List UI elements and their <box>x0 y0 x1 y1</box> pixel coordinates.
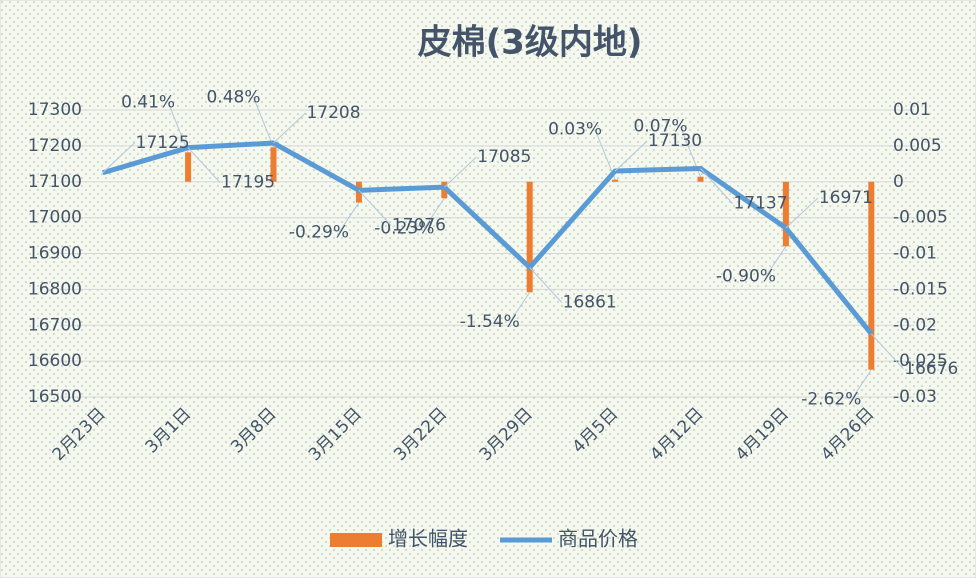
bar <box>526 181 533 293</box>
bar <box>612 179 619 182</box>
leader-line <box>850 369 872 401</box>
data-label: -0.90% <box>716 266 776 286</box>
data-label: 16861 <box>563 292 617 312</box>
bar <box>185 152 192 182</box>
y-tick-label: 16800 <box>28 279 82 299</box>
leader-line <box>187 147 221 184</box>
leader-line <box>509 291 531 323</box>
data-label: 17208 <box>306 103 360 123</box>
data-label: 17137 <box>733 193 787 213</box>
y-tick-label: 16500 <box>28 387 82 407</box>
legend-label: 商品价格 <box>558 527 638 551</box>
y2-tick-label: 0 <box>893 172 904 192</box>
data-label: 16971 <box>819 188 873 208</box>
leader-line <box>785 197 819 229</box>
data-label: 0.41% <box>121 92 175 112</box>
leader-line <box>102 142 136 174</box>
legend-swatch <box>330 533 382 547</box>
bar <box>270 147 277 182</box>
data-label: 0.48% <box>206 87 260 107</box>
data-label: -0.29% <box>289 223 349 243</box>
y2-tick-label: -0.01 <box>893 244 937 264</box>
y2-tick-label: 0.005 <box>893 136 942 156</box>
y2-tick-label: 0.01 <box>893 100 931 120</box>
y2-tick-label: -0.02 <box>893 315 937 335</box>
y-tick-label: 16900 <box>28 244 82 264</box>
leader-line <box>273 112 306 144</box>
bar <box>782 181 789 247</box>
leader-line <box>253 97 274 148</box>
legend-label: 增长幅度 <box>388 527 468 551</box>
bar <box>697 176 704 182</box>
leader-line <box>167 102 189 153</box>
y-tick-label: 16600 <box>28 351 82 371</box>
data-label: 17130 <box>648 131 702 151</box>
y-tick-label: 17300 <box>28 100 82 120</box>
y2-tick-label: -0.025 <box>893 351 948 371</box>
data-label: 17085 <box>477 147 531 167</box>
chart-title: 皮棉(3级内地) <box>418 23 643 63</box>
data-label: -1.54% <box>460 312 520 332</box>
y2-tick-label: -0.03 <box>893 387 937 407</box>
y2-tick-label: -0.005 <box>893 208 948 228</box>
leader-line <box>614 140 648 172</box>
leader-line <box>423 197 445 229</box>
leader-line <box>529 267 563 303</box>
data-label: 16676 <box>904 359 958 379</box>
data-label: 17195 <box>221 173 275 193</box>
leader-line <box>870 333 904 370</box>
y-tick-label: 16700 <box>28 315 82 335</box>
y2-tick-label: -0.015 <box>893 279 948 299</box>
bar <box>868 181 875 370</box>
data-label: 17125 <box>136 133 190 153</box>
y-tick-label: 17000 <box>28 208 82 228</box>
leader-line <box>338 202 360 233</box>
y-tick-label: 17200 <box>28 136 82 156</box>
y-tick-label: 17100 <box>28 172 82 192</box>
leader-line <box>765 246 787 277</box>
data-label: -2.62% <box>801 390 861 410</box>
data-label: 0.07% <box>633 117 687 137</box>
leader-line <box>700 168 733 204</box>
data-label: 0.03% <box>548 120 602 140</box>
price-line <box>101 140 874 336</box>
data-label: 17076 <box>392 215 446 235</box>
leader-line <box>443 156 477 188</box>
leader-line <box>358 190 392 226</box>
